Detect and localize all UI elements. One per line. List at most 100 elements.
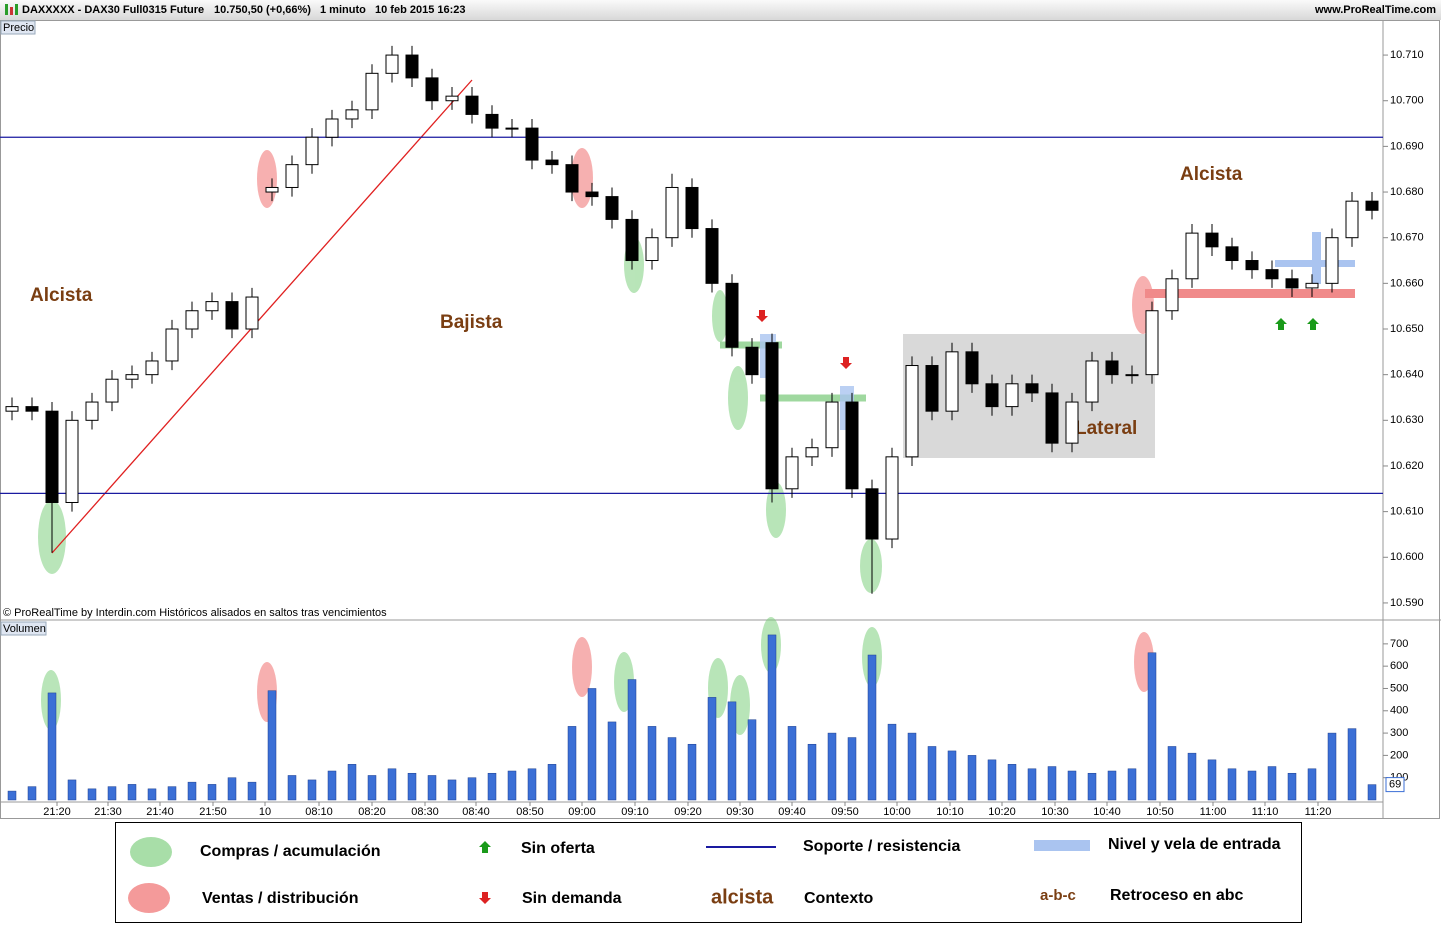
panel-tag [0, 20, 36, 35]
volume-bar [727, 701, 737, 801]
volume-bar [367, 775, 377, 801]
entry-candle [1312, 232, 1321, 284]
candle-body [1165, 278, 1179, 312]
header-icon [5, 4, 8, 15]
x-tick-label: 21:50 [199, 806, 227, 818]
volume-bar [1187, 752, 1197, 801]
sell-zone [572, 637, 592, 697]
candle-body [165, 328, 179, 362]
no-supply-arrow [1275, 318, 1287, 330]
volume-bar [867, 654, 877, 801]
context-label: Bajista [440, 312, 503, 333]
no-supply-arrow [1307, 318, 1319, 330]
candle-body [785, 456, 799, 490]
volume-bar [747, 719, 757, 801]
volume-bar [1107, 770, 1117, 801]
volume-bar [527, 768, 537, 801]
volume-bar [787, 726, 797, 801]
volume-bar [487, 772, 497, 801]
volume-bar [1227, 768, 1237, 801]
y-tick-label: 10.610 [1390, 506, 1424, 518]
legend-swatch [1034, 840, 1090, 851]
volume-bar [1347, 728, 1357, 801]
legend-text: Nivel y vela de entrada [1108, 836, 1281, 853]
volume-bar [207, 784, 217, 801]
x-tick-label: 10:50 [1146, 806, 1174, 818]
volume-bar [1067, 770, 1077, 801]
footnote: © ProRealTime by Interdin.com Históricos… [3, 607, 387, 619]
candle-body [145, 360, 159, 376]
candle-body [5, 406, 19, 412]
volume-bar [1127, 768, 1137, 801]
candle-body [545, 159, 559, 166]
y-tick-label: 300 [1390, 727, 1408, 739]
legend-text: Soporte / resistencia [803, 838, 960, 855]
candle-body [645, 237, 659, 262]
volume-bar [407, 772, 417, 801]
x-tick-label: 21:20 [43, 806, 71, 818]
candle-body [625, 218, 639, 262]
candle-body [1365, 200, 1379, 211]
volume-bar [507, 770, 517, 801]
context-label: Alcista [1180, 164, 1243, 185]
candle-body [1005, 383, 1019, 408]
candle-body [385, 54, 399, 74]
y-tick-label: 10.660 [1390, 277, 1424, 289]
volume-bar [167, 786, 177, 801]
candle-body [25, 406, 39, 412]
candle-body [865, 488, 879, 540]
candle-body [1145, 310, 1159, 376]
last-value-label: 69 [1389, 779, 1401, 791]
volume-bar [847, 737, 857, 801]
panel-label: Volumen [3, 623, 46, 635]
volume-bar [887, 723, 897, 801]
candle-body [525, 127, 539, 161]
candle-body [1025, 383, 1039, 394]
legend-text: Sin oferta [521, 840, 595, 857]
volume-bar [447, 779, 457, 801]
candle-body [885, 456, 899, 540]
zones [38, 148, 1154, 735]
panel-tag [0, 621, 47, 636]
volume-bar [1207, 759, 1217, 801]
volume-bar [567, 726, 577, 801]
datetime: 10 feb 2015 16:23 [375, 4, 466, 16]
volume-bar [1287, 772, 1297, 801]
candle-body [665, 186, 679, 239]
volume-bar [87, 788, 97, 801]
volume-bar [927, 746, 937, 801]
x-tick-label: 10 [259, 806, 271, 818]
x-tick-label: 11:00 [1200, 806, 1227, 818]
candle-body [465, 95, 479, 115]
x-tick-label: 08:40 [462, 806, 490, 818]
candle-body [305, 136, 319, 166]
candle-body [825, 401, 839, 449]
volume-bar [1147, 652, 1157, 801]
y-tick-label: 500 [1390, 682, 1408, 694]
volume-bar [47, 692, 57, 801]
volume-bar [107, 786, 117, 801]
candle-body [565, 164, 579, 193]
volume-bar [827, 732, 837, 801]
volume-bar [967, 755, 977, 801]
y-tick-label: 10.700 [1390, 95, 1424, 107]
context-label: Lateral [1075, 418, 1137, 439]
volume-bar [227, 777, 237, 801]
y-tick-label: 10.650 [1390, 323, 1424, 335]
candle-body [805, 447, 819, 458]
candle-body [705, 228, 719, 284]
instrument: DAXXXXX - DAX30 Full0315 Future [22, 4, 204, 16]
candle-body [405, 54, 419, 79]
legend-swatch [130, 837, 172, 867]
candle-body [265, 186, 279, 193]
candle-body [1225, 246, 1239, 262]
volume-bar [1007, 764, 1017, 801]
candle-body [765, 342, 779, 490]
volume-bar [707, 697, 717, 801]
volume-bar [947, 750, 957, 801]
volume-bar [987, 759, 997, 801]
x-tick-label: 10:10 [936, 806, 964, 818]
candle-body [505, 127, 519, 130]
candle-body [1125, 374, 1139, 377]
